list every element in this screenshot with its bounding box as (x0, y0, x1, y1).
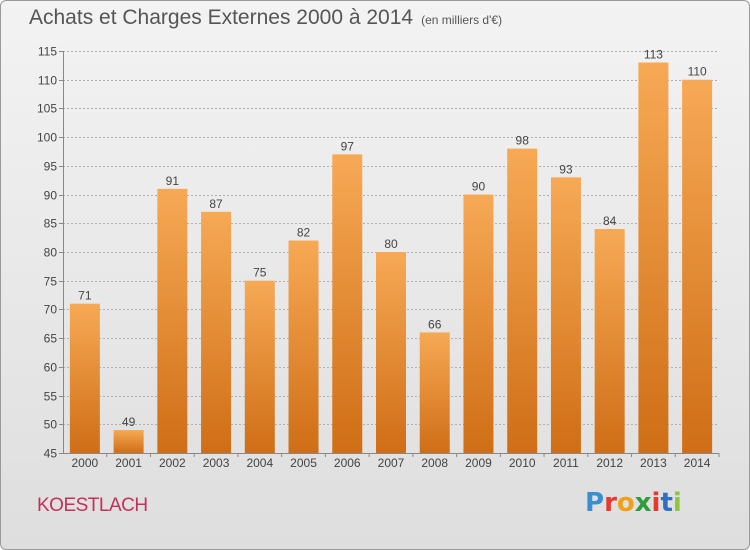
x-tick-label: 2008 (421, 456, 448, 470)
data-label: 75 (253, 266, 267, 280)
data-label: 80 (384, 237, 398, 251)
x-tick-label: 2005 (290, 456, 317, 470)
y-tick-label: 95 (44, 160, 58, 174)
bar (332, 154, 363, 453)
y-tick-label: 75 (44, 275, 58, 289)
data-label: 49 (122, 415, 136, 429)
x-tick-label: 2003 (203, 456, 230, 470)
location-label: KOESTLACH (37, 495, 148, 516)
bar (244, 280, 275, 453)
y-tick-label: 110 (38, 74, 57, 88)
x-tick-label: 2012 (596, 456, 623, 470)
x-tick-label: 2014 (684, 456, 711, 470)
bar (288, 240, 319, 453)
data-labels: 71 49 91 87 75 82 97 80 66 90 98 93 84 113 110 (78, 47, 707, 429)
bar (419, 332, 450, 453)
data-label: 84 (603, 214, 617, 228)
logo-letter: t (660, 488, 673, 518)
bar (113, 430, 144, 453)
x-tick-label: 2011 (553, 456, 579, 470)
y-tick-label: 80 (44, 246, 58, 260)
data-label: 97 (341, 139, 355, 153)
axes: 45 50 55 60 65 70 75 80 85 90 95 100 105 110 115 2000 20… (37, 45, 720, 470)
data-label: 71 (78, 289, 92, 303)
y-tick-label: 55 (44, 390, 58, 404)
x-tick-label: 2006 (334, 456, 361, 470)
y-tick-label: 70 (44, 303, 58, 317)
chart-title: Achats et Charges Externes 2000 à 2014 (e… (29, 6, 502, 30)
data-label: 66 (428, 317, 442, 331)
bar (594, 229, 625, 453)
data-label: 87 (209, 197, 223, 211)
logo-letter: P (585, 488, 605, 518)
bars (69, 62, 713, 454)
x-tick-label: 2001 (115, 456, 142, 470)
logo-letter: x (634, 488, 652, 518)
y-tick-label: 50 (44, 418, 58, 432)
bar (376, 252, 406, 453)
x-tick-label: 2007 (378, 456, 405, 470)
bar (201, 211, 232, 453)
bar (69, 303, 100, 453)
data-label: 110 (688, 65, 707, 79)
y-tick-label: 60 (44, 361, 58, 375)
data-label: 93 (559, 162, 573, 176)
data-label: 90 (472, 180, 486, 194)
x-tick-label: 2004 (246, 456, 273, 470)
bar (507, 148, 538, 453)
x-tick-label: 2010 (509, 456, 536, 470)
logo-letter: i (651, 488, 661, 518)
y-tick-label: 115 (38, 45, 57, 59)
bar-chart: 45 50 55 60 65 70 75 80 85 90 95 100 105 110 115 2000 20… (37, 45, 720, 470)
logo-letter: o (616, 488, 635, 518)
logo-letter: r (604, 488, 617, 518)
data-label: 113 (644, 47, 663, 61)
y-tick-label: 65 (44, 332, 58, 346)
y-tick-label: 100 (37, 131, 57, 145)
x-tick-label: 2000 (72, 456, 99, 470)
data-label: 91 (166, 174, 180, 188)
bar (157, 188, 188, 454)
bar (550, 177, 581, 454)
y-tick-label: 45 (44, 447, 58, 461)
y-tick-label: 90 (44, 189, 58, 203)
bar (638, 62, 669, 453)
chart-title-text: Achats et Charges Externes 2000 à 2014 (29, 6, 414, 29)
data-label: 98 (516, 134, 530, 148)
logo-letter: i (672, 488, 682, 518)
y-tick-label: 105 (37, 102, 57, 116)
data-label: 82 (297, 226, 311, 240)
bar (463, 194, 494, 454)
proxiti-logo: Proxiti (585, 488, 682, 518)
y-tick-label: 85 (44, 217, 58, 231)
x-tick-label: 2009 (465, 456, 492, 470)
chart-subtitle: (en milliers d'€) (421, 13, 503, 27)
x-tick-label: 2013 (640, 456, 667, 470)
x-tick-label: 2002 (159, 456, 186, 470)
bar (682, 79, 713, 453)
